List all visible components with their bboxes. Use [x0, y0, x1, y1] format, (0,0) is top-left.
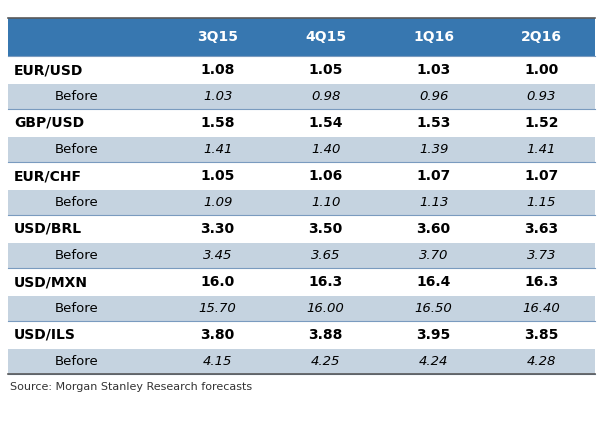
Text: 15.70: 15.70 [198, 302, 236, 315]
Text: 1.53: 1.53 [417, 116, 451, 130]
Text: 1.06: 1.06 [309, 169, 343, 183]
Text: 1.09: 1.09 [203, 196, 232, 209]
Text: 1.39: 1.39 [419, 143, 448, 156]
Text: 1.03: 1.03 [417, 63, 450, 77]
Text: 0.96: 0.96 [419, 90, 448, 103]
Text: USD/MXN: USD/MXN [14, 275, 88, 289]
Bar [8, 296, 595, 321]
Text: 0.93: 0.93 [526, 90, 556, 103]
Text: 16.3: 16.3 [309, 275, 343, 289]
Text: 1.52: 1.52 [524, 116, 558, 130]
Bar [8, 190, 595, 215]
Bar [8, 268, 595, 296]
Bar [488, 18, 595, 56]
Text: 4.28: 4.28 [526, 355, 556, 368]
Text: 4.25: 4.25 [311, 355, 340, 368]
Text: 3.85: 3.85 [524, 328, 558, 342]
Bar [8, 84, 595, 109]
Text: 3.45: 3.45 [203, 249, 232, 262]
Text: 2Q16: 2Q16 [521, 30, 562, 44]
Bar [8, 243, 595, 268]
Text: Before: Before [55, 143, 98, 156]
Bar [8, 18, 163, 56]
Text: 16.50: 16.50 [415, 302, 452, 315]
Text: 1.00: 1.00 [524, 63, 558, 77]
Text: USD/ILS: USD/ILS [14, 328, 76, 342]
Bar [8, 321, 595, 349]
Text: 1.07: 1.07 [524, 169, 558, 183]
Text: 3.65: 3.65 [311, 249, 340, 262]
Text: 1.03: 1.03 [203, 90, 232, 103]
Text: 16.00: 16.00 [307, 302, 344, 315]
Bar [379, 18, 488, 56]
Text: 3.88: 3.88 [308, 328, 343, 342]
Text: EUR/USD: EUR/USD [14, 63, 83, 77]
Text: Before: Before [55, 355, 98, 368]
Text: 1.41: 1.41 [203, 143, 232, 156]
Bar [8, 109, 595, 137]
Text: 3.70: 3.70 [419, 249, 448, 262]
Bar [271, 18, 379, 56]
Text: 1.15: 1.15 [526, 196, 556, 209]
Bar [8, 56, 595, 84]
Text: 3.73: 3.73 [526, 249, 556, 262]
Text: 1.10: 1.10 [311, 196, 340, 209]
Text: 1Q16: 1Q16 [413, 30, 454, 44]
Text: Before: Before [55, 90, 98, 103]
Text: 0.98: 0.98 [311, 90, 340, 103]
Bar [8, 162, 595, 190]
Text: Before: Before [55, 196, 98, 209]
Text: 1.05: 1.05 [200, 169, 235, 183]
Text: 16.40: 16.40 [522, 302, 560, 315]
Bar [8, 215, 595, 243]
Text: 4.24: 4.24 [419, 355, 448, 368]
Text: 16.4: 16.4 [417, 275, 451, 289]
Text: EUR/CHF: EUR/CHF [14, 169, 82, 183]
Text: 16.3: 16.3 [524, 275, 558, 289]
Text: 3.50: 3.50 [309, 222, 343, 236]
Text: 1.41: 1.41 [526, 143, 556, 156]
Text: Source: Morgan Stanley Research forecasts: Source: Morgan Stanley Research forecast… [10, 382, 252, 392]
Text: 1.13: 1.13 [419, 196, 448, 209]
Text: 3.30: 3.30 [200, 222, 235, 236]
Text: 1.40: 1.40 [311, 143, 340, 156]
Text: 4Q15: 4Q15 [305, 30, 346, 44]
Text: 1.54: 1.54 [308, 116, 343, 130]
Text: 3.63: 3.63 [524, 222, 558, 236]
Text: 3Q15: 3Q15 [197, 30, 238, 44]
Text: 4.15: 4.15 [203, 355, 232, 368]
Bar [8, 349, 595, 374]
Bar [8, 137, 595, 162]
Text: 1.58: 1.58 [200, 116, 235, 130]
Text: 1.05: 1.05 [308, 63, 343, 77]
Text: GBP/USD: GBP/USD [14, 116, 84, 130]
Bar [163, 18, 271, 56]
Text: USD/BRL: USD/BRL [14, 222, 82, 236]
Text: 16.0: 16.0 [200, 275, 235, 289]
Text: 1.07: 1.07 [417, 169, 450, 183]
Text: 3.80: 3.80 [200, 328, 235, 342]
Text: 3.95: 3.95 [417, 328, 450, 342]
Text: Before: Before [55, 249, 98, 262]
Text: 3.60: 3.60 [417, 222, 450, 236]
Text: Before: Before [55, 302, 98, 315]
Text: 1.08: 1.08 [200, 63, 235, 77]
